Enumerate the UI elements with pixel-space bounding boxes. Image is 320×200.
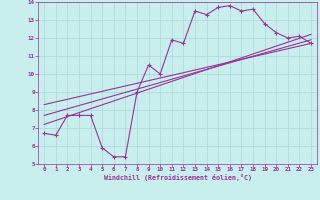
X-axis label: Windchill (Refroidissement éolien,°C): Windchill (Refroidissement éolien,°C) [104, 174, 252, 181]
